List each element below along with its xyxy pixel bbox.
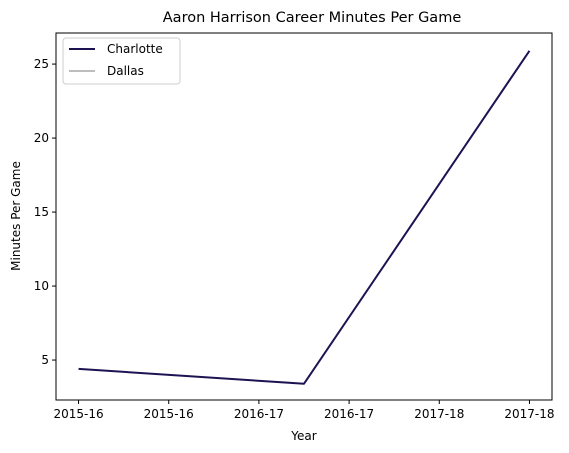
x-tick-label: 2016-17	[234, 407, 284, 421]
series-line-charlotte	[78, 50, 531, 385]
x-tick-label: 2017-18	[504, 407, 554, 421]
x-tick-label: 2015-16	[53, 407, 103, 421]
chart-title: Aaron Harrison Career Minutes Per Game	[163, 10, 462, 26]
x-tick-label: 2015-16	[144, 407, 194, 421]
y-tick-label: 5	[41, 353, 49, 367]
plot-area	[56, 33, 552, 400]
x-tick-label: 2017-18	[414, 407, 464, 421]
x-axis: 2015-16 2015-16 2016-17 2016-17 2017-18 2017-…	[53, 400, 555, 421]
legend: Charlotte Dallas	[62, 37, 181, 85]
x-axis-label: Year	[290, 429, 316, 443]
y-tick-label: 10	[34, 279, 49, 293]
legend-label-dallas: Dallas	[107, 64, 144, 78]
legend-label-charlotte: Charlotte	[107, 42, 163, 56]
series-layer	[78, 50, 531, 385]
y-axis: 5 10 15 20 25	[34, 57, 56, 367]
plot-frame	[55, 32, 553, 401]
x-tick-label: 2016-17	[324, 407, 374, 421]
y-tick-label: 20	[34, 131, 49, 145]
y-axis-label: Minutes Per Game	[9, 161, 23, 271]
y-tick-label: 25	[34, 57, 49, 71]
y-tick-label: 15	[34, 205, 49, 219]
